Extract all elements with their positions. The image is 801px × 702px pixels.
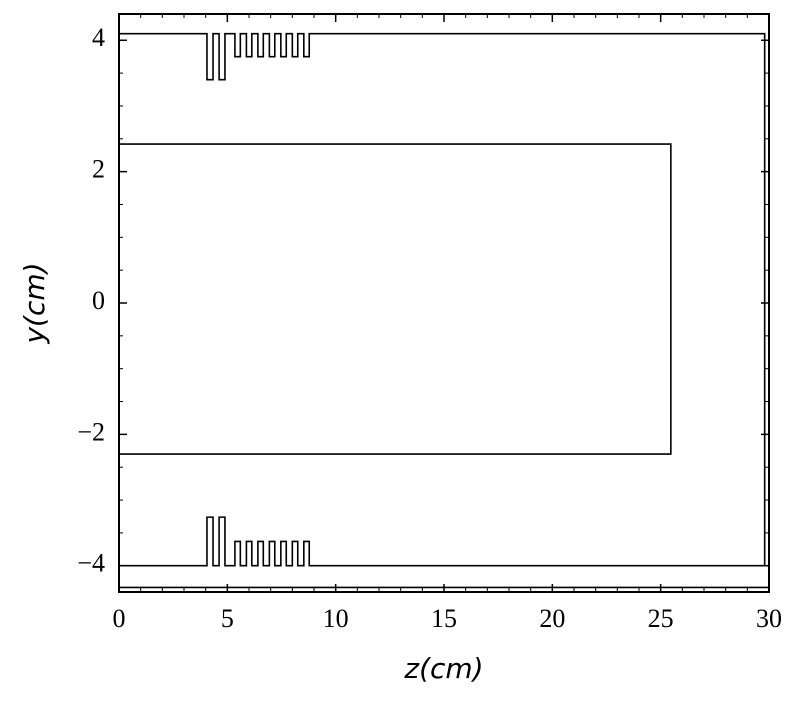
x-tick-label: 15 bbox=[431, 604, 457, 633]
y-tick-label: 0 bbox=[92, 286, 105, 315]
x-tick-label: 0 bbox=[113, 604, 126, 633]
x-axis-label: z(cm) bbox=[403, 652, 483, 685]
line bbox=[119, 143, 672, 455]
x-tick-label: 5 bbox=[221, 604, 234, 633]
x-tick-label: 30 bbox=[756, 604, 782, 633]
x-tick-label: 25 bbox=[648, 604, 674, 633]
x-tick-label: 10 bbox=[323, 604, 349, 633]
y-tick-label: 2 bbox=[92, 155, 105, 184]
y-tick-label: 4 bbox=[92, 23, 105, 52]
line bbox=[119, 32, 766, 566]
y-tick-label: −4 bbox=[77, 549, 105, 578]
y-tick-label: −2 bbox=[77, 417, 105, 446]
y-axis-label: y(cm) bbox=[18, 262, 51, 344]
line bbox=[119, 516, 765, 567]
x-tick-label: 20 bbox=[539, 604, 565, 633]
